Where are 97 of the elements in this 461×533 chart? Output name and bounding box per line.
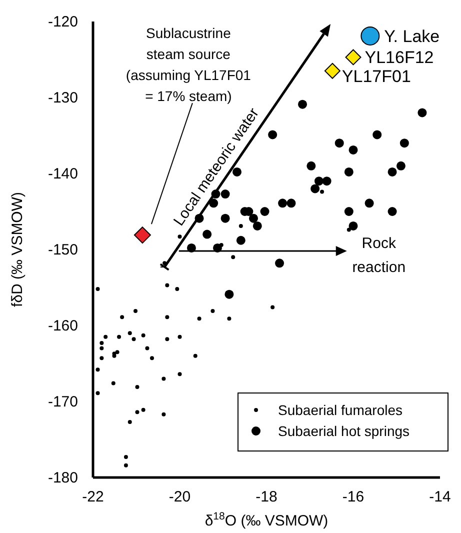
y-tick-label: -120 xyxy=(48,14,78,30)
x-axis-title: δ$^{18}$O (‰ VSMOW) xyxy=(204,510,328,530)
point xyxy=(96,391,100,396)
x-tick-label: -16 xyxy=(342,488,364,506)
point xyxy=(396,161,406,170)
point xyxy=(364,198,374,208)
point xyxy=(212,243,222,252)
point xyxy=(236,236,246,245)
point xyxy=(197,316,202,321)
point xyxy=(324,62,340,79)
point xyxy=(178,234,182,239)
point xyxy=(141,408,146,412)
point xyxy=(306,161,316,170)
series-label: YL17F01 xyxy=(342,66,411,86)
point xyxy=(96,368,100,372)
point xyxy=(202,230,212,239)
point xyxy=(150,356,154,360)
point xyxy=(104,334,108,339)
point xyxy=(100,340,104,345)
point xyxy=(162,261,167,266)
legend-label: Subaerial fumaroles xyxy=(278,402,403,418)
point xyxy=(418,108,427,118)
point xyxy=(115,350,120,354)
point xyxy=(286,198,296,208)
point xyxy=(162,376,166,381)
point xyxy=(124,463,128,468)
point xyxy=(348,221,358,230)
series-label: YL16F12 xyxy=(364,48,434,68)
point xyxy=(388,167,397,176)
point xyxy=(210,309,215,314)
y-tick-label: -140 xyxy=(48,166,78,182)
point xyxy=(162,412,166,416)
point xyxy=(132,337,136,342)
point xyxy=(314,176,324,186)
point xyxy=(345,49,362,66)
point xyxy=(310,184,320,194)
point xyxy=(360,26,380,46)
x-tick-label: -22 xyxy=(82,488,104,506)
point xyxy=(344,207,354,216)
point xyxy=(124,454,128,459)
point xyxy=(111,381,116,386)
x-tick-label: -18 xyxy=(256,488,278,506)
point xyxy=(165,283,170,288)
point xyxy=(275,258,284,268)
point xyxy=(135,385,140,390)
point xyxy=(348,145,358,154)
point xyxy=(388,207,397,216)
point xyxy=(252,221,262,230)
y-tick-label: -150 xyxy=(48,242,78,258)
point xyxy=(117,334,122,339)
point xyxy=(320,190,324,194)
point xyxy=(334,138,344,148)
point xyxy=(128,331,132,336)
point xyxy=(145,346,150,350)
point xyxy=(165,337,170,342)
point xyxy=(175,287,180,292)
point xyxy=(220,214,230,223)
point xyxy=(400,138,409,148)
point xyxy=(193,354,198,358)
point xyxy=(128,420,132,424)
x-tick-label: -20 xyxy=(168,488,191,506)
series-label: Y. Lake xyxy=(384,26,440,46)
point xyxy=(141,333,146,338)
point xyxy=(322,176,332,186)
point xyxy=(134,309,138,314)
point xyxy=(178,334,182,339)
point xyxy=(344,167,354,176)
point xyxy=(165,315,170,320)
point xyxy=(278,198,288,208)
y-tick-label: -180 xyxy=(48,470,78,486)
x-tick-label: -14 xyxy=(429,488,451,506)
y-tick-label: -170 xyxy=(48,394,78,410)
point xyxy=(238,224,243,228)
point xyxy=(270,305,275,310)
point xyxy=(260,207,270,216)
point xyxy=(248,214,258,223)
point xyxy=(224,290,234,299)
point xyxy=(96,287,100,292)
point xyxy=(227,316,232,321)
point xyxy=(120,315,124,320)
point xyxy=(268,130,278,140)
point xyxy=(186,243,196,252)
legend-label: Subaerial hot springs xyxy=(278,423,410,439)
point xyxy=(100,356,104,360)
annotation: Rock reaction xyxy=(352,235,406,276)
point xyxy=(100,346,104,350)
point xyxy=(134,226,151,244)
point xyxy=(209,198,218,208)
annotation: Sublacustrine steam source (assuming YL17F01 = 17% steam) xyxy=(126,25,252,104)
point xyxy=(231,255,236,260)
point xyxy=(298,100,307,109)
y-tick-label: -160 xyxy=(48,318,78,334)
point xyxy=(135,410,140,414)
y-tick-label: -130 xyxy=(48,90,78,106)
point xyxy=(178,372,182,376)
y-axis-title: fδD (‰ VSMOW) xyxy=(9,192,26,308)
point xyxy=(372,130,382,140)
